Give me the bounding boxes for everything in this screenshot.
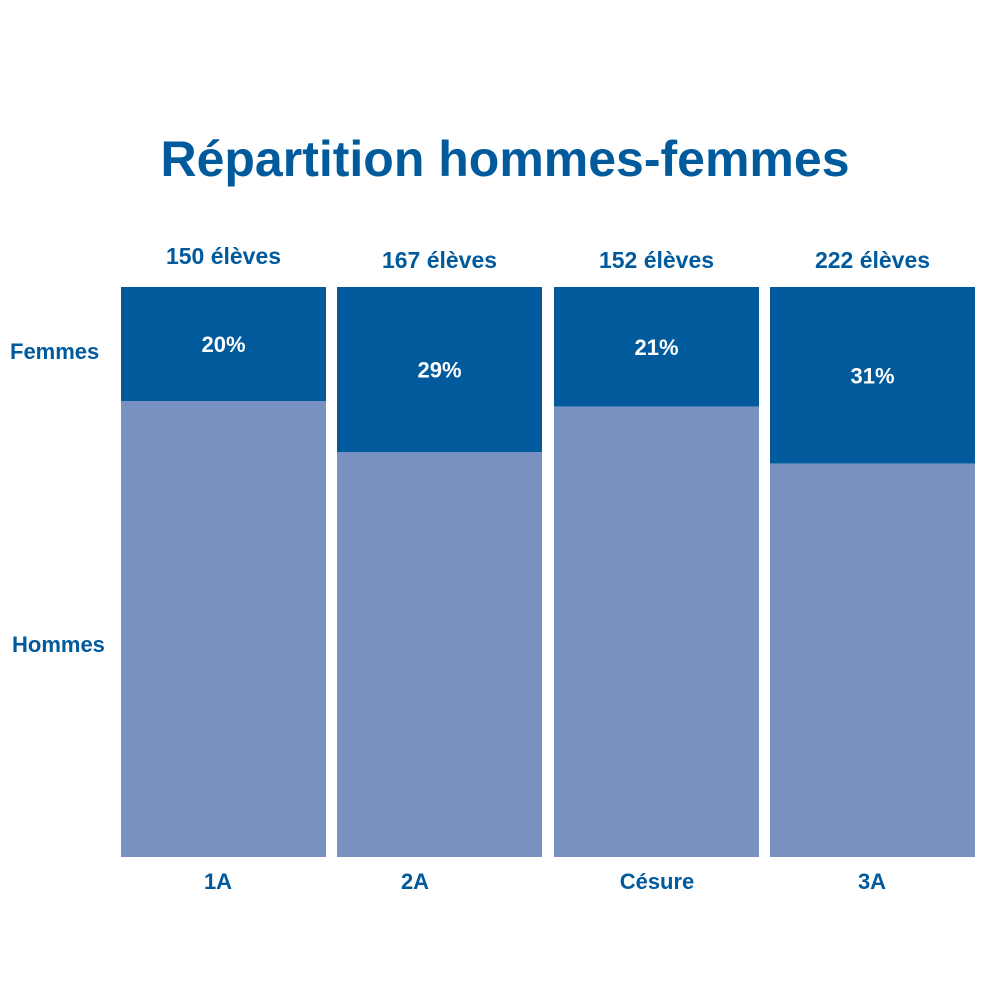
category-label-1a: 1A	[204, 869, 232, 894]
value-label-c-sure: 21%	[634, 335, 678, 360]
bar-hommes-c-sure	[554, 406, 759, 857]
value-label-1a: 20%	[201, 332, 245, 357]
bar-femmes-3a	[770, 287, 975, 464]
total-label-1a: 150 élèves	[166, 243, 281, 269]
chart-title: Répartition hommes-femmes	[160, 131, 849, 187]
bar-hommes-2a	[337, 452, 542, 857]
bar-hommes-3a	[770, 463, 975, 857]
total-label-c-sure: 152 élèves	[599, 247, 714, 273]
category-label-c-sure: Césure	[620, 869, 695, 894]
total-label-3a: 222 élèves	[815, 247, 930, 273]
bar-hommes-1a	[121, 401, 326, 857]
category-label-2a: 2A	[401, 869, 429, 894]
series-label-hommes: Hommes	[12, 632, 105, 657]
bar-femmes-1a	[121, 287, 326, 401]
bar-femmes-2a	[337, 287, 542, 453]
category-label-3a: 3A	[858, 869, 886, 894]
value-label-3a: 31%	[850, 363, 894, 388]
bar-femmes-c-sure	[554, 287, 759, 407]
series-label-femmes: Femmes	[10, 339, 99, 364]
bars-group: 20% 150 élèves 1A 29% 167 élèves 2A 21% 152 élè…	[121, 243, 975, 894]
value-label-2a: 29%	[417, 358, 461, 383]
total-label-2a: 167 élèves	[382, 247, 497, 273]
